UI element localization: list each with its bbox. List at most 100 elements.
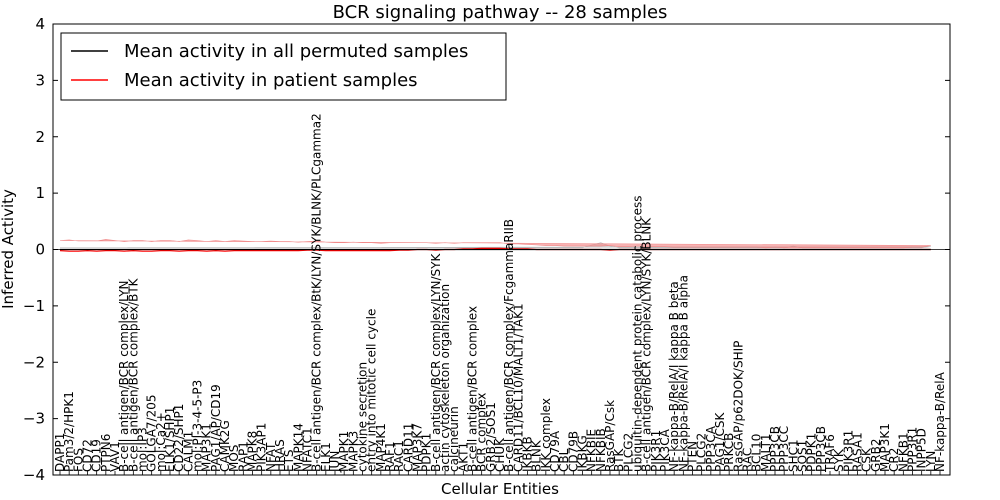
- x-tick-label: B-cell antigen/BCR complex/BTK: [126, 277, 140, 472]
- x-tick-label: BCL10: [750, 434, 764, 472]
- x-tick-label: NFKBIE: [585, 429, 599, 472]
- x-tick-label: CR2: [887, 448, 901, 472]
- x-tick-label: PIK3CA: [658, 428, 672, 472]
- x-tick-label: PPP3CB: [814, 426, 828, 472]
- x-tick-label: HRAS: [273, 439, 287, 472]
- x-tick-label: LYN: [924, 451, 938, 472]
- legend-label-patient: Mean activity in patient samples: [124, 70, 418, 91]
- x-tick-label: CAMK2G: [218, 420, 232, 472]
- x-tick-label: CARD11: [401, 423, 415, 472]
- x-tick-label: actin cytoskeleton organization: [438, 284, 452, 472]
- x-tick-label: mol:Ca2+: [154, 412, 168, 472]
- x-tick-label: RAP1: [236, 441, 250, 472]
- x-tick-label: IKBKG: [576, 435, 590, 472]
- x-tick-label: PAG1/CSK: [713, 412, 727, 472]
- x-tick-label: B-cell antigen/BCR complex/BtK/LYN/SYK/B…: [310, 113, 324, 472]
- x-tick-label: NF-kappa-B/RelA/I kappa B beta: [667, 281, 681, 472]
- x-tick-label: B-cell antigen/BCR complex/LYN/SYK: [429, 252, 443, 472]
- x-tick-label: RAF1: [383, 441, 397, 472]
- x-tick-label: MAP3K7: [411, 423, 425, 472]
- x-tick-label: NFATC1: [301, 427, 315, 472]
- x-tick-label: MAP4K1: [374, 423, 388, 472]
- x-tick-label: JUN: [328, 451, 342, 473]
- x-tick-label: RasGAP/Csk: [603, 400, 617, 472]
- x-tick-label: PDPK1: [420, 433, 434, 472]
- x-tick-label: DAPP1: [53, 433, 67, 472]
- x-tick-label: ubiquitin-dependent protein catabolic pr…: [631, 196, 645, 472]
- x-tick-label: VAV1: [108, 441, 122, 472]
- x-tick-label: PDPK1: [805, 433, 819, 472]
- x-tick-label: CALM1: [181, 431, 195, 472]
- x-tick-label: PIK3R1: [841, 430, 855, 472]
- y-tick-label: −2: [23, 353, 45, 371]
- x-tick-label: MALT1: [759, 433, 773, 472]
- x-tick-label: BLNK: [530, 439, 544, 472]
- x-tick-label: NF-kappa-B/RelA/I kappa B alpha: [676, 275, 690, 472]
- legend-box: [60, 32, 507, 101]
- x-tick-label: CSK: [860, 447, 874, 472]
- y-tick-label: 4: [35, 15, 45, 33]
- x-tick-label: MOS: [227, 445, 241, 472]
- x-tick-label: SOS1: [796, 440, 810, 472]
- x-tick-label: ELK1/SHP1: [163, 407, 177, 472]
- x-tick-label: B-cell antigen/BCR complex/LYN: [117, 280, 131, 472]
- x-tick-label: BCR complex: [475, 393, 489, 472]
- x-tick-label: RAC1: [392, 440, 406, 472]
- x-tick-label: cytokine secretion: [356, 362, 370, 472]
- patient-confidence-band: [59, 239, 931, 249]
- x-tick-label: Pam3/2/HPK1: [62, 391, 76, 472]
- y-tick-label: 1: [35, 184, 45, 202]
- x-tick-label: RAC: [741, 448, 755, 472]
- x-tick-label: B-cell antigen/BCR complex/LYN/SYK/BLNK: [640, 217, 654, 472]
- x-tick-label: MAP3K1: [878, 423, 892, 472]
- x-tick-label: FOS: [71, 448, 85, 472]
- x-tick-label: GRB2/SOS1: [484, 402, 498, 472]
- legend-label-permuted: Mean activity in all permuted samples: [124, 41, 468, 62]
- x-tick-label: PAG1/AP/CD19: [209, 384, 223, 472]
- x-tick-label: PTEN: [686, 441, 700, 472]
- x-tick-label: RASA1: [851, 432, 865, 472]
- chart-title: BCR signaling pathway -- 28 samples: [333, 2, 668, 23]
- x-tick-label: MAPK8: [246, 431, 260, 472]
- x-tick-label: MAPK3: [346, 431, 360, 472]
- plot-area: DAPP1Pam3/2/HPK1FOSCD72CD19PTPN6VAV1B-ce…: [53, 113, 950, 475]
- x-tick-label: AKT1: [456, 442, 470, 472]
- y-axis-label: Inferred Activity: [0, 189, 17, 309]
- x-tick-label: CARD11/BCL10/MALT1/TAK1: [511, 303, 525, 472]
- x-tick-label: GRB2: [869, 438, 883, 472]
- x-tick-label: CD79B: [566, 431, 580, 472]
- y-tick-label: 3: [35, 71, 45, 89]
- x-tick-label: mol:IP3: [136, 427, 150, 472]
- x-tick-label: MAP3K1: [200, 423, 214, 472]
- x-tick-label: MAPK1: [337, 431, 351, 472]
- x-tick-label: NF-kappa-B/RelA: [933, 371, 947, 472]
- x-tick-label: PPP3CB: [768, 426, 782, 472]
- x-tick-label: PPP3CC: [777, 426, 791, 472]
- y-tick-label: 0: [35, 241, 45, 259]
- x-tick-label: CD22/SHP1: [172, 404, 186, 472]
- x-tick-label: PLCG2: [695, 433, 709, 472]
- x-tick-label: NFKBIB: [594, 428, 608, 472]
- x-tick-label: CD72: [81, 439, 95, 472]
- y-axis: 4 3 2 1 0 −1 −2 −3 −4: [23, 15, 950, 484]
- x-tick-label: IKBKB: [521, 436, 535, 472]
- legend: Mean activity in all permuted samples Me…: [60, 32, 507, 101]
- x-tick-label: PPP3CA: [704, 425, 718, 472]
- x-tick-label: PLCG2: [621, 433, 635, 472]
- x-tick-label: PPP3R1: [906, 427, 920, 472]
- x-tick-label: BTK: [612, 447, 626, 472]
- x-tick-label: calcineurin: [447, 406, 461, 472]
- x-tick-label: PRKCB: [722, 433, 736, 472]
- x-tick-label: GOLGA7/205: [145, 394, 159, 472]
- y-tick-label: 2: [35, 128, 45, 146]
- x-tick-label: PIK3AP1: [255, 423, 269, 472]
- y-tick-label: −3: [23, 410, 45, 428]
- x-tick-label: CHUK: [493, 437, 507, 472]
- x-tick-label: IKK complex: [539, 398, 553, 472]
- y-tick-label: −1: [23, 297, 45, 315]
- x-tick-label: NFAT: [264, 442, 278, 472]
- x-tick-label: PIK3R1: [649, 430, 663, 472]
- x-tick-label: RasGAP/p62DOK/SHIP: [731, 341, 745, 472]
- x-tick-label: mol:PI-3-4-5-P3: [191, 380, 205, 472]
